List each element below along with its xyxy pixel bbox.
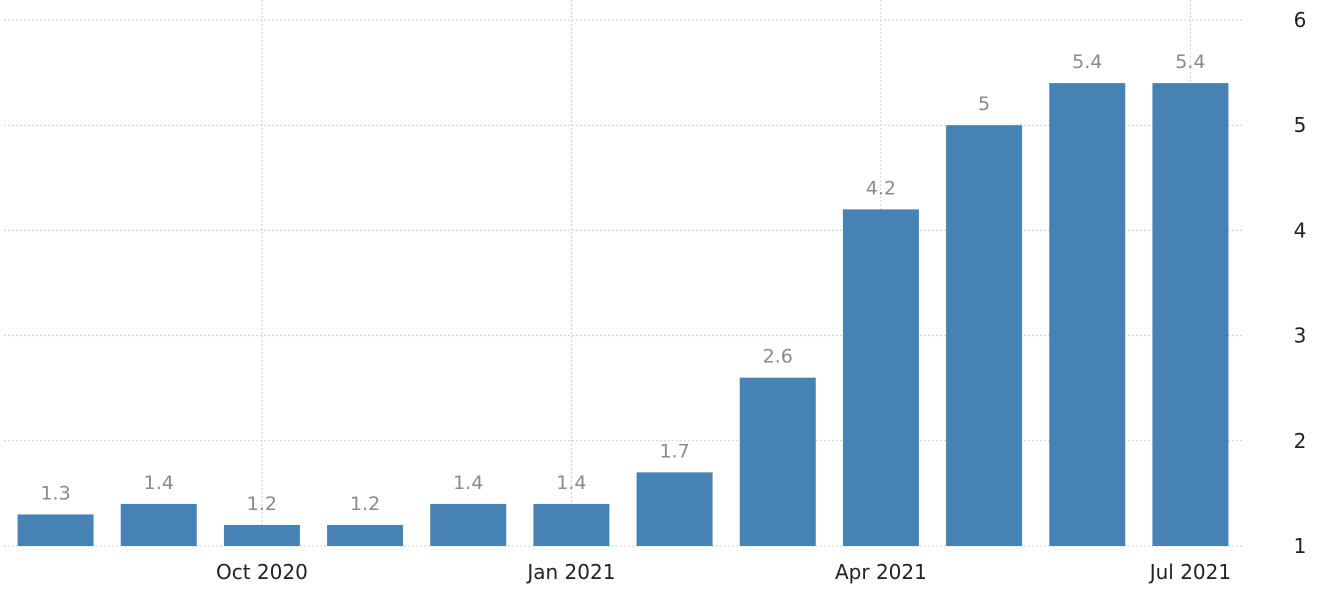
data-label: 1.7 [659, 440, 689, 462]
x-tick-label: Jul 2021 [1148, 560, 1231, 584]
data-label: 5 [978, 93, 990, 115]
y-tick-label: 6 [1294, 8, 1307, 32]
data-label: 2.6 [763, 346, 793, 368]
bar[interactable] [223, 524, 300, 546]
y-tick-label: 5 [1294, 113, 1307, 137]
data-label: 4.2 [866, 177, 896, 199]
bar[interactable] [636, 472, 713, 546]
data-label: 1.2 [350, 493, 380, 515]
data-label: 5.4 [1175, 51, 1205, 73]
data-label: 1.4 [556, 472, 586, 494]
x-axis: Oct 2020 Jan 2021 Apr 2021 Jul 2021 [216, 560, 1231, 584]
x-tick-label: Oct 2020 [216, 560, 308, 584]
y-tick-label: 2 [1294, 429, 1307, 453]
data-label: 1.4 [453, 472, 483, 494]
bar[interactable] [120, 503, 197, 546]
y-axis: 1 2 3 4 5 6 [1294, 8, 1307, 558]
data-label-layer: 1.3 1.4 1.2 1.2 1.4 1.4 1.7 2.6 4.2 5 5.4 5.4 [40, 51, 1205, 515]
x-tick-label: Apr 2021 [835, 560, 927, 584]
bar[interactable] [842, 209, 919, 547]
bar-layer [17, 83, 1229, 547]
data-label: 1.2 [247, 493, 277, 515]
bar[interactable] [17, 514, 94, 546]
x-tick-label: Jan 2021 [525, 560, 615, 584]
y-tick-label: 1 [1294, 534, 1307, 558]
y-tick-label: 4 [1294, 218, 1307, 242]
bar[interactable] [327, 524, 404, 546]
bar[interactable] [1049, 83, 1126, 547]
data-label: 1.4 [144, 472, 174, 494]
bar[interactable] [946, 125, 1023, 546]
bar[interactable] [739, 377, 816, 546]
data-label: 5.4 [1072, 51, 1102, 73]
y-tick-label: 3 [1294, 324, 1307, 348]
bar[interactable] [430, 503, 507, 546]
data-label: 1.3 [40, 482, 70, 504]
bar[interactable] [533, 503, 610, 546]
bar[interactable] [1152, 83, 1229, 547]
